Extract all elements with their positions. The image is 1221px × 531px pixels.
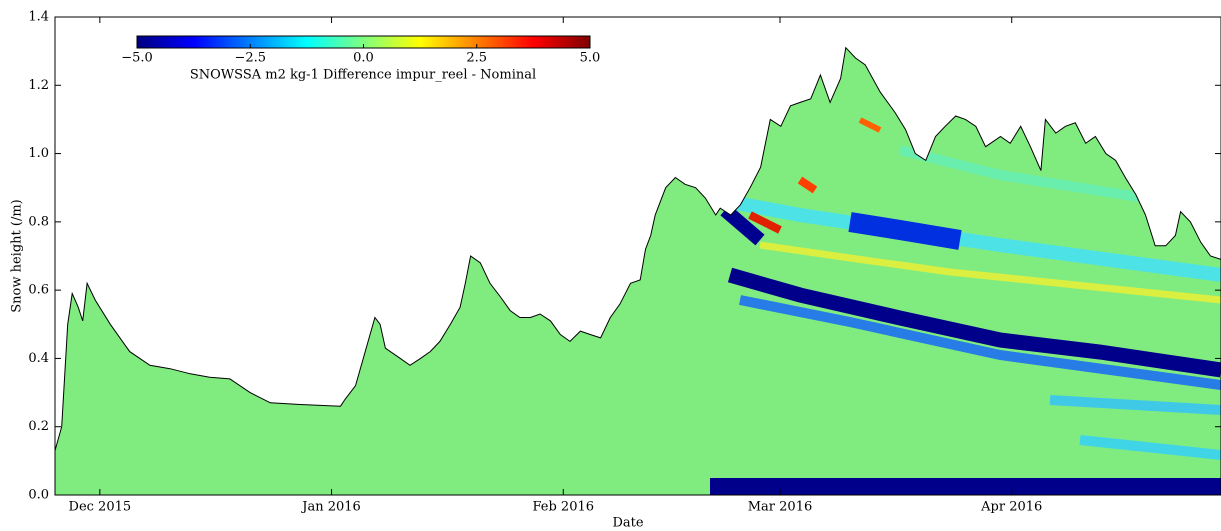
y-tick-label: 0.8 [28, 214, 49, 229]
y-tick-label: 1.4 [28, 10, 49, 25]
colorbar-tick-label: 5.0 [580, 51, 601, 66]
plot-area [55, 47, 1221, 495]
x-axis-label: Date [612, 516, 643, 531]
y-tick-label: 0.0 [28, 488, 49, 503]
x-tick-label: Mar 2016 [748, 500, 813, 515]
x-tick-label: Jan 2016 [300, 500, 361, 515]
x-tick-label: Dec 2015 [69, 500, 132, 515]
y-tick-label: 1.0 [28, 146, 49, 161]
colorbar-label: SNOWSSA m2 kg-1 Difference impur_reel - … [190, 68, 536, 83]
y-tick-label: 0.2 [28, 419, 49, 434]
colorbar-tick-label: 0.0 [353, 51, 374, 66]
x-tick-label: Feb 2016 [532, 500, 594, 515]
frame [54, 16, 1221, 496]
y-tick-label: 0.6 [28, 283, 49, 298]
y-axis-label: Snow height (/m) [10, 199, 25, 313]
difference-field [710, 117, 1221, 495]
snow-area [55, 47, 1221, 495]
y-tick-label: 0.4 [28, 351, 49, 366]
x-tick-label: Apr 2016 [980, 500, 1042, 515]
y-tick-label: 1.2 [28, 78, 49, 93]
colorbar-tick-label: −5.0 [121, 51, 153, 66]
colorbar-tick-label: 2.5 [466, 51, 487, 66]
snow-line [54, 46, 1221, 451]
colorbar-tick-label: −2.5 [234, 51, 266, 66]
